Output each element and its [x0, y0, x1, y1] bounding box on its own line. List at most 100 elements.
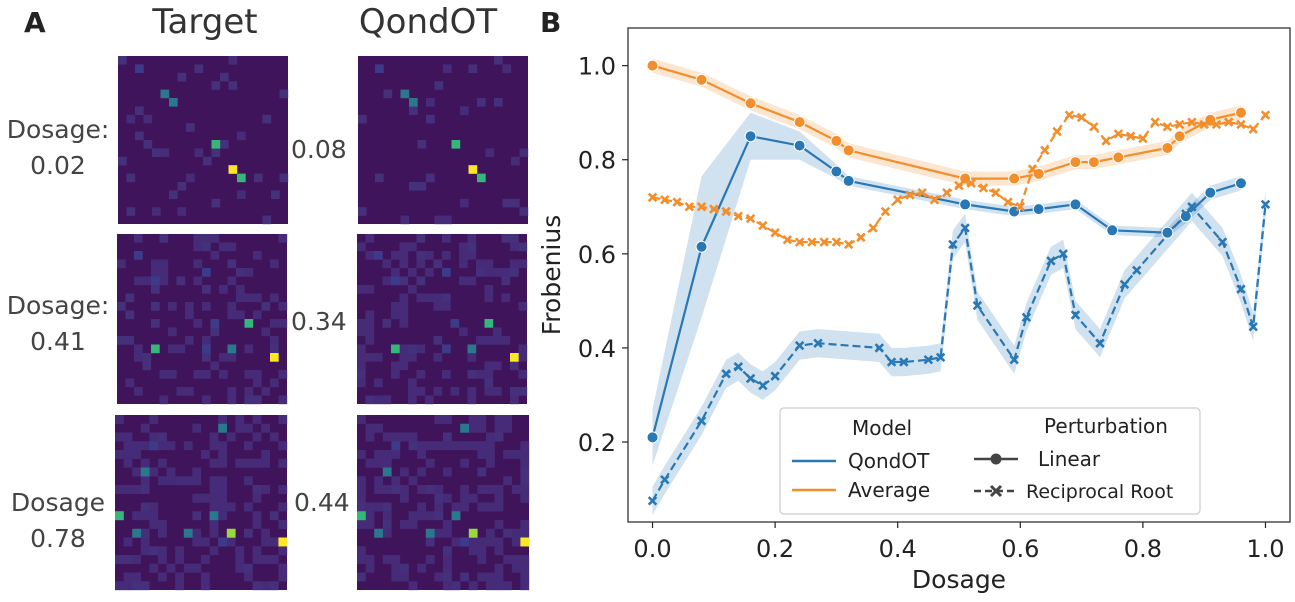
heatmap-cell-dim — [123, 581, 133, 591]
data-point — [770, 371, 780, 381]
heatmap-cell-dim — [486, 485, 495, 494]
heatmap-cell-dim — [503, 423, 512, 433]
heatmap-cell-dim — [443, 432, 452, 442]
heatmap-cell-dim — [135, 106, 144, 115]
x-tick-label: 0.6 — [1001, 535, 1039, 563]
heatmap-cell-dim — [227, 310, 237, 320]
data-point — [1187, 117, 1197, 127]
heatmap-cell-dim — [149, 502, 159, 512]
heatmap-cell-dim — [203, 156, 212, 166]
heatmap-cell-dim — [168, 344, 177, 354]
heatmap-cell-dim — [408, 344, 417, 354]
heatmap-cell-dim — [486, 441, 495, 451]
heatmap-cell-dim — [425, 485, 435, 494]
heatmap-cell-dim — [374, 423, 383, 433]
heatmap-cell-dim — [467, 242, 477, 252]
heatmap-cell-dim — [416, 387, 426, 396]
heatmap-cell-dim — [433, 353, 443, 362]
data-point — [1003, 197, 1013, 207]
heatmap-cell-dim — [416, 293, 426, 303]
heatmap-cell-dim — [374, 476, 383, 486]
data-point — [899, 357, 909, 367]
heatmap-cell-dim — [416, 344, 426, 354]
heatmap-cell-dim — [425, 251, 434, 260]
heatmap-cell-dim — [117, 302, 126, 311]
heatmap-cell-dim — [237, 190, 246, 199]
heatmap-cell-dim — [209, 432, 219, 442]
heatmap-cell-hot — [202, 344, 211, 354]
data-point — [1187, 202, 1197, 212]
heatmap-cell-dim — [374, 485, 383, 494]
heatmap-cell-dim — [477, 98, 486, 107]
heatmap-cell-dim — [125, 310, 135, 320]
heatmap-cell-dim — [252, 415, 262, 424]
heatmap-cell-dim — [151, 302, 160, 311]
heatmap-cell-dim — [166, 563, 176, 573]
heatmap-cell-dim — [503, 528, 512, 538]
heatmap-cell-dim — [493, 268, 502, 277]
heatmap-cell-dim — [425, 555, 435, 564]
heatmap-cell-dim — [219, 353, 228, 362]
heatmap-cell-dim — [261, 581, 270, 591]
heatmap-cell-dim — [236, 285, 245, 294]
heatmap-cell-dim — [140, 476, 150, 486]
heatmap-cell-dim — [382, 276, 392, 286]
heatmap-cell-dim — [209, 528, 219, 538]
heatmap-cell-dim — [278, 485, 288, 494]
heatmap-cell-hot — [468, 528, 478, 538]
heatmap-cell-dim — [374, 353, 383, 362]
heatmap-cell-dim — [140, 581, 150, 591]
heatmap-cell-dim — [227, 302, 237, 311]
heatmap-cell-dim — [218, 415, 227, 424]
heatmap-cell-dim — [236, 268, 245, 277]
heatmap-cell-dim — [433, 387, 443, 396]
data-point — [1015, 202, 1026, 212]
heatmap-cell-dim — [501, 234, 511, 243]
heatmap-cell-dim — [460, 458, 469, 468]
data-point — [886, 357, 897, 367]
heatmap-cell-dim — [176, 344, 186, 354]
heatmap-cell-dim — [511, 555, 521, 564]
heatmap-cell-dim — [202, 302, 211, 311]
heatmap-cell-dim — [253, 310, 262, 320]
heatmap-cell-dim — [484, 378, 494, 388]
heatmap-cell-hot — [115, 511, 124, 521]
heatmap-cell-dim — [357, 361, 366, 371]
data-point — [794, 340, 805, 351]
data-point — [1101, 136, 1111, 146]
y-axis-label: Frobenius — [537, 215, 566, 336]
heatmap-cell-dim — [425, 441, 435, 451]
heatmap-cell-dim — [477, 555, 487, 564]
heatmap-cell-dim — [227, 353, 237, 362]
heatmap-cell-dim — [510, 259, 519, 269]
heatmap-cell-dim — [501, 268, 511, 277]
data-point — [695, 73, 708, 86]
data-point — [1052, 126, 1062, 137]
heatmap-cell-dim — [126, 173, 136, 183]
heatmap-cell-dim — [510, 268, 519, 277]
heatmap-cell-dim — [486, 458, 495, 468]
heatmap-cell-dim — [142, 353, 152, 362]
heatmap-cell-dim — [365, 520, 375, 529]
data-point — [647, 496, 658, 506]
heatmap-cell-dim — [477, 546, 487, 556]
heatmap-cell-dim — [357, 546, 366, 556]
heatmap-cell-dim — [493, 361, 502, 371]
heatmap-cell-dim — [201, 450, 210, 459]
heatmap-cell-dim — [262, 114, 272, 124]
heatmap-cell-hot — [132, 528, 141, 538]
heatmap-cell-dim — [425, 268, 434, 277]
heatmap-cell-dim — [443, 441, 452, 451]
heatmap-cell-dim — [219, 242, 228, 252]
heatmap-cell-dim — [151, 268, 160, 277]
heatmap-cell-dim — [399, 242, 409, 252]
heatmap-cell-dim — [244, 344, 254, 354]
heatmap-cell-dim — [433, 259, 443, 269]
heatmap-cell-dim — [192, 537, 202, 547]
heatmap-cell-dim — [134, 387, 143, 396]
heatmap-cell-dim — [237, 131, 246, 141]
heatmap-cell-dim — [226, 502, 236, 512]
heatmap-cell-dim — [357, 353, 366, 362]
heatmap-cell-dim — [417, 450, 426, 459]
heatmap-cell-dim — [477, 502, 487, 512]
